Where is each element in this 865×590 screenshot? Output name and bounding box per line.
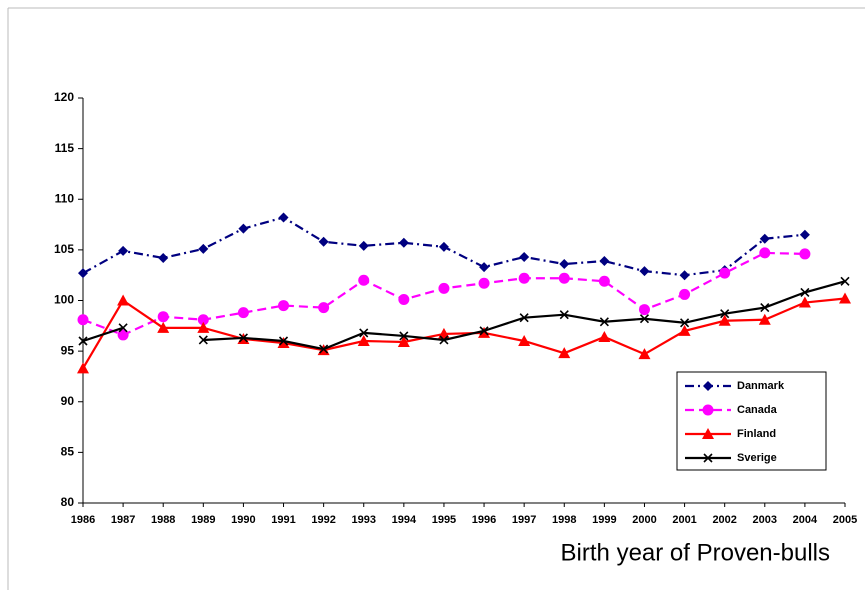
marker — [639, 304, 650, 315]
marker — [519, 273, 530, 284]
x-tick-label: 2001 — [672, 514, 696, 526]
x-tick-label: 2002 — [712, 514, 736, 526]
marker — [319, 237, 329, 247]
x-tick-label: 1992 — [311, 514, 335, 526]
y-tick-label: 120 — [54, 90, 74, 104]
marker — [238, 224, 248, 234]
marker — [78, 268, 88, 278]
legend-label: Sverige — [737, 452, 777, 464]
marker — [559, 259, 569, 269]
marker — [117, 295, 129, 306]
series-line — [83, 298, 845, 368]
x-tick-label: 1993 — [351, 514, 375, 526]
y-tick-label: 80 — [61, 495, 75, 509]
x-tick-label: 1998 — [552, 514, 576, 526]
x-tick-label: 1986 — [71, 514, 95, 526]
x-tick-label: 1997 — [512, 514, 536, 526]
x-tick-label: 1999 — [592, 514, 616, 526]
marker — [318, 302, 329, 313]
marker — [438, 283, 449, 294]
x-tick-label: 1989 — [191, 514, 215, 526]
marker — [198, 244, 208, 254]
y-tick-label: 105 — [54, 242, 74, 256]
x-tick-label: 1987 — [111, 514, 135, 526]
marker — [158, 253, 168, 263]
marker — [158, 311, 169, 322]
series-line — [83, 253, 805, 335]
marker — [359, 241, 369, 251]
legend-label: Finland — [737, 428, 776, 440]
x-tick-label: 2004 — [793, 514, 818, 526]
legend-label: Danmark — [737, 380, 785, 392]
x-tick-label: 1995 — [432, 514, 456, 526]
marker — [598, 331, 610, 342]
marker — [479, 278, 490, 289]
y-tick-label: 100 — [54, 293, 74, 307]
x-tick-label: 2000 — [632, 514, 656, 526]
marker — [519, 252, 529, 262]
page: Birth year of Proven-bulls 80 85 90 95 100 10… — [0, 0, 865, 590]
y-tick-label: 115 — [55, 141, 75, 155]
marker — [559, 273, 570, 284]
chart: Birth year of Proven-bulls 80 85 90 95 100 10… — [0, 0, 865, 590]
marker — [78, 314, 89, 325]
marker — [638, 348, 650, 359]
marker — [759, 247, 770, 258]
marker — [358, 275, 369, 286]
marker — [719, 268, 730, 279]
marker — [479, 262, 489, 272]
y-tick-label: 85 — [61, 445, 75, 459]
x-tick-label: 1994 — [392, 514, 417, 526]
x-tick-label: 1990 — [231, 514, 255, 526]
x-tick-label: 1996 — [472, 514, 496, 526]
y-tick-label: 95 — [61, 343, 75, 357]
marker — [398, 294, 409, 305]
x-tick-label: 1988 — [151, 514, 175, 526]
marker — [118, 246, 128, 256]
legend-label: Canada — [737, 404, 778, 416]
marker — [799, 248, 810, 259]
y-tick-label: 90 — [61, 394, 75, 408]
marker — [77, 362, 89, 373]
x-tick-label: 2005 — [833, 514, 857, 526]
marker — [599, 256, 609, 266]
x-tick-label: 1991 — [271, 514, 295, 526]
marker — [679, 289, 690, 300]
marker — [703, 405, 714, 416]
y-tick-label: 110 — [55, 191, 75, 205]
marker — [680, 270, 690, 280]
marker — [238, 307, 249, 318]
marker — [439, 242, 449, 252]
x-tick-label: 2003 — [753, 514, 777, 526]
marker — [800, 230, 810, 240]
marker — [639, 266, 649, 276]
series-line — [83, 281, 845, 349]
marker — [399, 238, 409, 248]
marker — [278, 300, 289, 311]
x-axis-label: Birth year of Proven-bulls — [561, 539, 830, 566]
marker — [279, 212, 289, 222]
marker — [599, 276, 610, 287]
